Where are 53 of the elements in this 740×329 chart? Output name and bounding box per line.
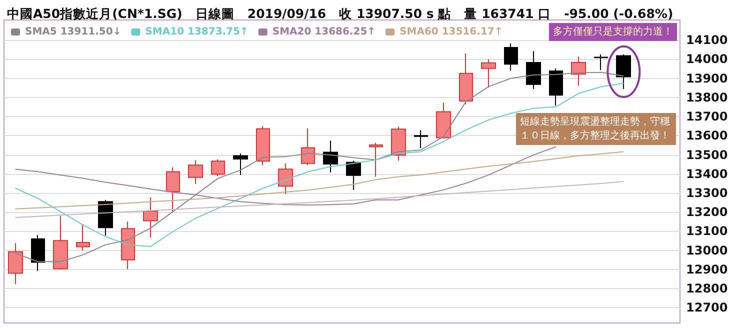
candlestick	[188, 160, 203, 185]
candlestick	[166, 166, 180, 212]
candlestick	[8, 242, 23, 285]
candlestick	[504, 43, 518, 72]
candlestick	[526, 50, 541, 90]
candlestick	[414, 130, 428, 149]
legend-label: SMA5 13911.50↓	[25, 26, 122, 38]
candlestick	[616, 54, 631, 90]
y-tick-label: 13300	[686, 186, 728, 200]
candlestick	[31, 234, 45, 272]
candlestick	[436, 102, 451, 139]
candlestick	[594, 54, 608, 71]
candlestick	[233, 152, 248, 176]
chart-title: 中國A50指數近月(CN*1.SG) 日線圖 2019/09/16 收 13907.50 s 點 量 163741 口 -95.00 (-0.68%)	[7, 6, 674, 21]
legend-label: SMA60 13516.17↑	[400, 26, 503, 38]
y-tick-label: 13800	[686, 90, 728, 104]
candlestick	[549, 68, 563, 106]
candlestick	[76, 223, 90, 252]
y-tick-label: 14000	[686, 52, 728, 66]
candlestick	[256, 126, 270, 166]
line-series	[14, 151, 624, 210]
candlestick	[391, 126, 406, 162]
y-tick-label: 13900	[686, 71, 728, 86]
y-tick-label: 12900	[686, 262, 728, 276]
candlestick	[121, 221, 135, 270]
line-series	[14, 181, 624, 218]
candlestick	[323, 140, 338, 173]
y-tick-label: 13500	[686, 148, 728, 162]
y-tick-label: 13400	[686, 166, 728, 181]
legend-label: SMA10 13873.75↑	[145, 26, 248, 38]
y-tick-label: 12700	[686, 300, 728, 315]
y-tick-label: 13600	[686, 128, 728, 143]
candlestick	[301, 128, 315, 166]
annotation: 多方僅僅只是支撐的力道！	[553, 26, 673, 38]
legend-label: SMA20 13686.25↑	[272, 26, 376, 38]
candlestick	[53, 215, 68, 270]
candlestick	[346, 160, 361, 190]
candlestick	[459, 52, 473, 105]
line-series	[14, 146, 557, 206]
y-tick-label: 12800	[686, 282, 728, 296]
candlestick	[98, 199, 113, 236]
candlestick	[211, 158, 225, 176]
y-tick-label: 13200	[686, 205, 728, 220]
y-tick-label: 13000	[686, 243, 728, 258]
y-tick-label: 13700	[686, 110, 728, 124]
candlestick	[143, 196, 158, 238]
candlestick	[369, 142, 383, 178]
candlestick	[481, 58, 496, 88]
candlestick	[278, 162, 293, 194]
y-tick-label: 13100	[686, 224, 728, 238]
candlestick	[571, 56, 586, 86]
annotation: 短線走勢呈現震盪整理走勢，守穩１０日線，多方整理之後再出發！	[520, 116, 670, 142]
y-tick-label: 14100	[686, 33, 728, 48]
